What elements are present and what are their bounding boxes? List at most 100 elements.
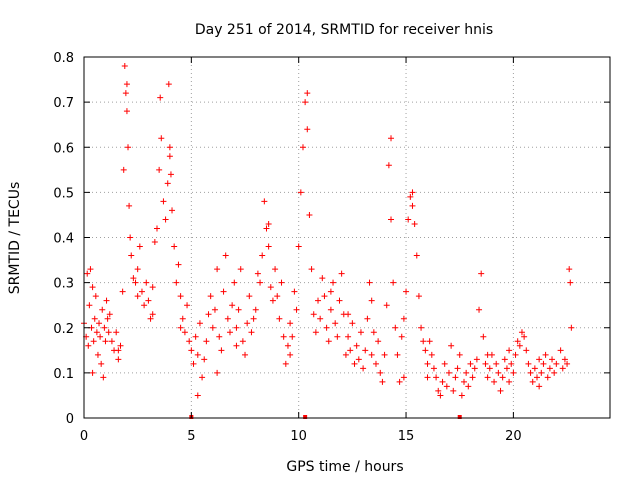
data-point (521, 333, 528, 340)
data-point (169, 207, 176, 214)
data-point (506, 347, 513, 354)
data-point (282, 360, 289, 367)
data-point (448, 342, 455, 349)
data-point (392, 324, 399, 331)
data-point (127, 234, 134, 241)
data-point (233, 342, 240, 349)
data-point (123, 108, 130, 115)
data-point (97, 333, 104, 340)
data-point (287, 320, 294, 327)
y-tick-labels: 0 0.1 0.2 0.3 0.4 0.5 0.6 0.7 0.8 (53, 51, 74, 427)
data-point (162, 216, 169, 223)
data-point (192, 333, 199, 340)
data-point (117, 342, 124, 349)
data-point (86, 302, 93, 309)
data-point (345, 311, 352, 318)
data-point (430, 365, 437, 372)
data-point (435, 387, 442, 394)
data-point (299, 144, 306, 151)
data-point (433, 374, 440, 381)
y-axis-title: SRMTID / TECUs (7, 182, 23, 295)
data-point (257, 279, 264, 286)
data-point (411, 220, 418, 227)
data-point (377, 369, 384, 376)
data-point (379, 378, 386, 385)
data-point (338, 270, 345, 277)
data-point (121, 63, 128, 70)
data-point (233, 324, 240, 331)
data-point (85, 342, 92, 349)
data-point (153, 225, 160, 232)
data-point (224, 315, 231, 322)
data-point (158, 135, 165, 142)
data-point (226, 329, 233, 336)
data-point (452, 374, 459, 381)
data-point (194, 392, 201, 399)
x-tick-label: 20 (505, 429, 522, 444)
data-point (145, 297, 152, 304)
data-point (207, 293, 214, 300)
data-point (184, 302, 191, 309)
data-point (321, 293, 328, 300)
data-point (450, 387, 457, 394)
data-point (441, 360, 448, 367)
data-point (276, 315, 283, 322)
data-point (319, 275, 326, 282)
data-point (89, 284, 96, 291)
data-point (280, 333, 287, 340)
data-point (278, 279, 285, 286)
data-point (125, 144, 132, 151)
data-point (201, 356, 208, 363)
data-point (96, 320, 103, 327)
data-point (231, 279, 238, 286)
data-point (461, 378, 468, 385)
data-point (347, 347, 354, 354)
data-point (398, 333, 405, 340)
data-point (484, 351, 491, 358)
data-point (357, 329, 364, 336)
data-point (568, 324, 575, 331)
data-point (345, 333, 352, 340)
data-point (413, 252, 420, 259)
data-point (315, 297, 322, 304)
data-point (525, 360, 532, 367)
data-point (244, 320, 251, 327)
data-point (366, 279, 373, 286)
data-point (166, 153, 173, 160)
data-point (381, 351, 388, 358)
data-point (439, 378, 446, 385)
data-point (287, 351, 294, 358)
data-point (463, 369, 470, 376)
data-point (437, 392, 444, 399)
data-point (424, 374, 431, 381)
data-point (209, 324, 216, 331)
data-point (334, 333, 341, 340)
x-tick-label: 10 (290, 429, 307, 444)
data-point (274, 293, 281, 300)
data-point (229, 302, 236, 309)
data-point (465, 383, 472, 390)
data-point (557, 347, 564, 354)
y-tick-label: 0.4 (53, 232, 74, 247)
data-point (177, 324, 184, 331)
data-point (368, 351, 375, 358)
data-point (261, 198, 268, 205)
data-point (409, 189, 416, 196)
data-point (553, 360, 560, 367)
data-point (136, 243, 143, 250)
data-point (220, 288, 227, 295)
data-point (394, 351, 401, 358)
data-point (164, 180, 171, 187)
data-point (123, 81, 130, 88)
data-point (456, 351, 463, 358)
data-point (551, 369, 558, 376)
y-tick-label: 0.6 (53, 141, 74, 156)
data-point (508, 360, 515, 367)
data-point (360, 365, 367, 372)
data-point (564, 360, 571, 367)
data-point (211, 306, 218, 313)
data-point (428, 351, 435, 358)
data-point (239, 338, 246, 345)
data-point (476, 306, 483, 313)
x-tick-label: 0 (80, 429, 88, 444)
